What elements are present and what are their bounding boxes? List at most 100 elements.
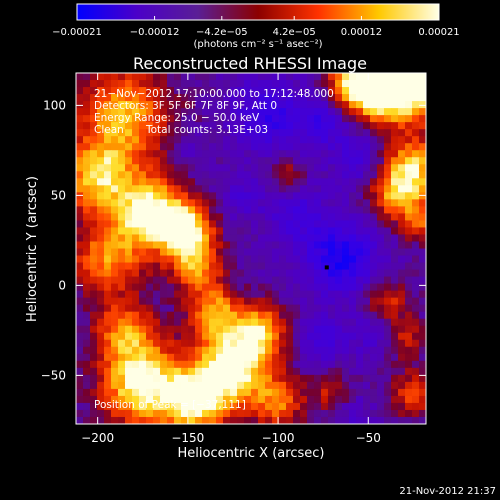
heatmap-cell (258, 241, 266, 250)
heatmap-cell (83, 416, 91, 424)
heatmap-cell (216, 206, 224, 214)
heatmap-cell (363, 416, 371, 424)
heatmap-cell (349, 157, 357, 165)
heatmap-cell (76, 206, 84, 214)
heatmap-cell (363, 206, 371, 214)
heatmap-cell (223, 234, 231, 243)
heatmap-cell (258, 367, 266, 376)
heatmap-cell (258, 269, 266, 278)
heatmap-cell (244, 248, 252, 257)
heatmap-cell (139, 388, 147, 397)
heatmap-cell (370, 318, 378, 327)
heatmap-cell (412, 122, 420, 130)
heatmap-cell (181, 346, 189, 355)
heatmap-cell (104, 248, 112, 257)
heatmap-cell (244, 290, 252, 299)
heatmap-cell (90, 381, 98, 390)
heatmap-cell (146, 262, 154, 271)
heatmap-cell (300, 262, 308, 271)
heatmap-cell (398, 227, 406, 236)
heatmap-cell (174, 360, 182, 369)
heatmap-cell (188, 360, 196, 369)
heatmap-cell (181, 136, 189, 144)
heatmap-cell (202, 108, 210, 116)
heatmap-cell (251, 311, 259, 320)
heatmap-cell (118, 192, 126, 200)
heatmap-cell (146, 381, 154, 390)
heatmap-cell (146, 220, 154, 229)
heatmap-cell (349, 269, 357, 278)
heatmap-cell (160, 269, 168, 278)
heatmap-cell (370, 353, 378, 362)
heatmap-cell (293, 360, 301, 369)
heatmap-cell (90, 129, 98, 137)
heatmap-cell (167, 374, 175, 383)
heatmap-cell (391, 157, 399, 165)
heatmap-cell (398, 290, 406, 299)
heatmap-cell (419, 388, 426, 397)
heatmap-cell (118, 269, 126, 278)
heatmap-cell (153, 388, 161, 397)
heatmap-cell (258, 332, 266, 341)
heatmap-cell (237, 269, 245, 278)
heatmap-cell (97, 346, 105, 355)
heatmap-cell (258, 171, 266, 179)
heatmap-cell (237, 220, 245, 229)
heatmap-cell (398, 157, 406, 165)
heatmap-cell (111, 367, 119, 376)
heatmap-cell (223, 402, 231, 411)
heatmap-cell (272, 311, 280, 320)
heatmap-cell (251, 395, 259, 404)
heatmap-cell (279, 171, 287, 179)
heatmap-cell (195, 171, 203, 179)
heatmap-cell (356, 367, 364, 376)
heatmap-cell (216, 381, 224, 390)
heatmap-cell (349, 381, 357, 390)
heatmap-cell (321, 297, 329, 306)
heatmap-cell (146, 325, 154, 334)
heatmap-cell (321, 185, 329, 193)
heatmap-cell (377, 339, 385, 348)
heatmap-cell (370, 101, 378, 109)
heatmap-cell (286, 150, 294, 158)
heatmap-cell (139, 101, 147, 109)
heatmap-cell (328, 192, 336, 200)
heatmap-cell (244, 346, 252, 355)
heatmap-cell (230, 360, 238, 369)
heatmap-cell (412, 346, 420, 355)
heatmap-cell (209, 234, 217, 243)
heatmap-cell (111, 304, 119, 313)
heatmap-cell (195, 304, 203, 313)
heatmap-cell (363, 297, 371, 306)
heatmap-cell (90, 178, 98, 186)
heatmap-cell (76, 108, 84, 116)
heatmap-cell (391, 269, 399, 278)
heatmap-cell (181, 283, 189, 292)
heatmap-cell (160, 157, 168, 165)
heatmap-cell (286, 220, 294, 229)
heatmap-cell (328, 248, 336, 257)
heatmap-cell (202, 311, 210, 320)
heatmap-cell (384, 360, 392, 369)
heatmap-cell (384, 192, 392, 200)
heatmap-cell (377, 234, 385, 243)
heatmap-cell (188, 332, 196, 341)
heatmap-cell (377, 346, 385, 355)
heatmap-cell (321, 241, 329, 250)
heatmap-cell (349, 283, 357, 292)
heatmap-cell (356, 213, 364, 222)
heatmap-cell (195, 339, 203, 348)
heatmap-cell (181, 311, 189, 320)
heatmap-cell (181, 94, 189, 102)
heatmap-cell (321, 318, 329, 327)
heatmap-cell (377, 115, 385, 123)
heatmap-cell (146, 353, 154, 362)
heatmap-cell (272, 381, 280, 390)
heatmap-cell (139, 325, 147, 334)
heatmap-cell (97, 325, 105, 334)
heatmap-cell (405, 206, 413, 214)
heatmap-cell (314, 108, 322, 116)
heatmap-cell (167, 332, 175, 341)
heatmap-cell (146, 234, 154, 243)
